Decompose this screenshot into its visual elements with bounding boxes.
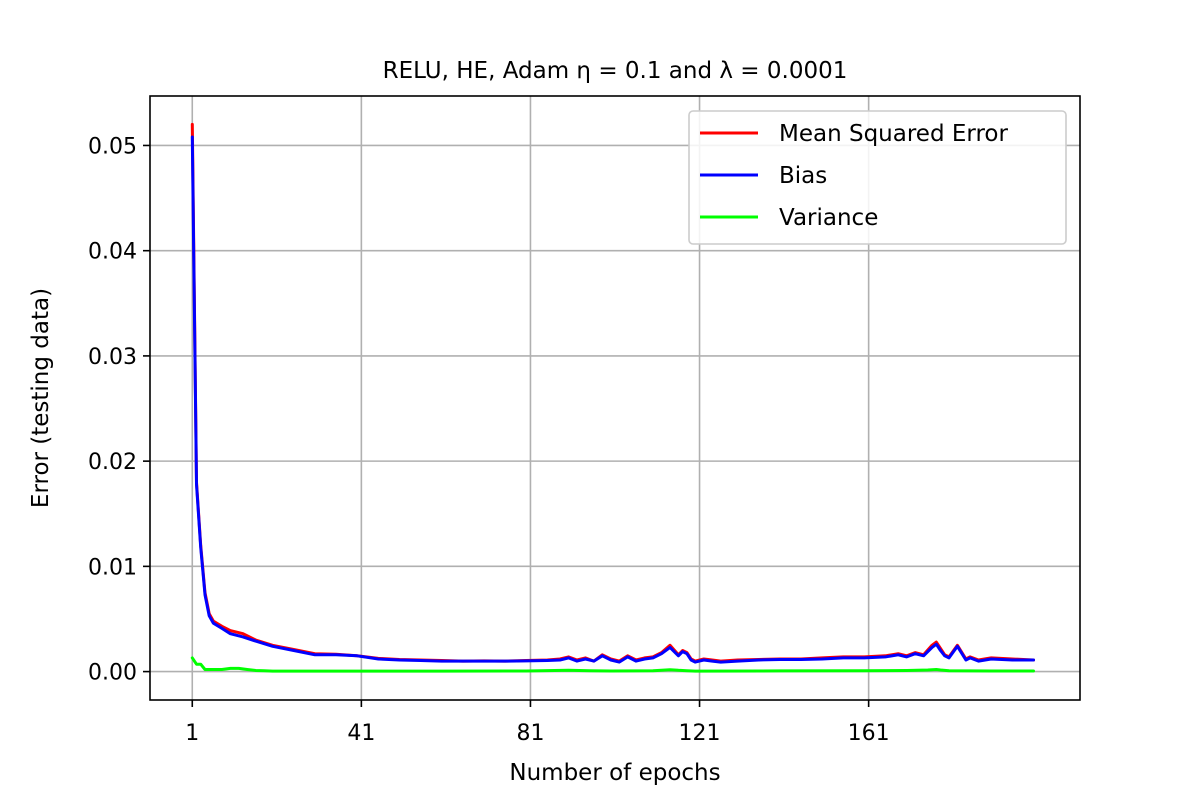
y-tick-label: 0.03 [88, 345, 137, 370]
legend-label-bias: Bias [779, 163, 827, 189]
y-tick-label: 0.05 [88, 134, 137, 159]
x-axis-label: Number of epochs [509, 760, 720, 786]
chart-title: RELU, HE, Adam η = 0.1 and λ = 0.0001 [383, 58, 848, 84]
series-line-variance [190, 656, 1035, 673]
y-tick-label: 0.01 [88, 555, 137, 580]
legend-box [688, 110, 1067, 245]
x-tick-label: 1 [185, 721, 199, 746]
y-tick-label: 0.04 [88, 240, 137, 265]
x-tick-label: 121 [679, 721, 721, 746]
y-axis-label: Error (testing data) [28, 288, 54, 508]
ticks: 1 41 81 121 161 0.00 0.01 0.02 0.03 0.04 0.05 [88, 134, 890, 746]
legend: Mean Squared Error Bias Variance [688, 110, 1067, 245]
x-tick-label: 81 [516, 721, 544, 746]
y-tick-label: 0.00 [88, 661, 137, 686]
plot-frame [149, 95, 1081, 701]
series-layer [190, 122, 1035, 673]
x-tick-label: 41 [347, 721, 375, 746]
x-tick-label: 161 [848, 721, 890, 746]
legend-label-mean-squared-error: Mean Squared Error [779, 121, 1008, 147]
y-tick-label: 0.02 [88, 450, 137, 475]
legend-label-variance: Variance [779, 205, 878, 231]
series-line-bias [190, 135, 1035, 664]
